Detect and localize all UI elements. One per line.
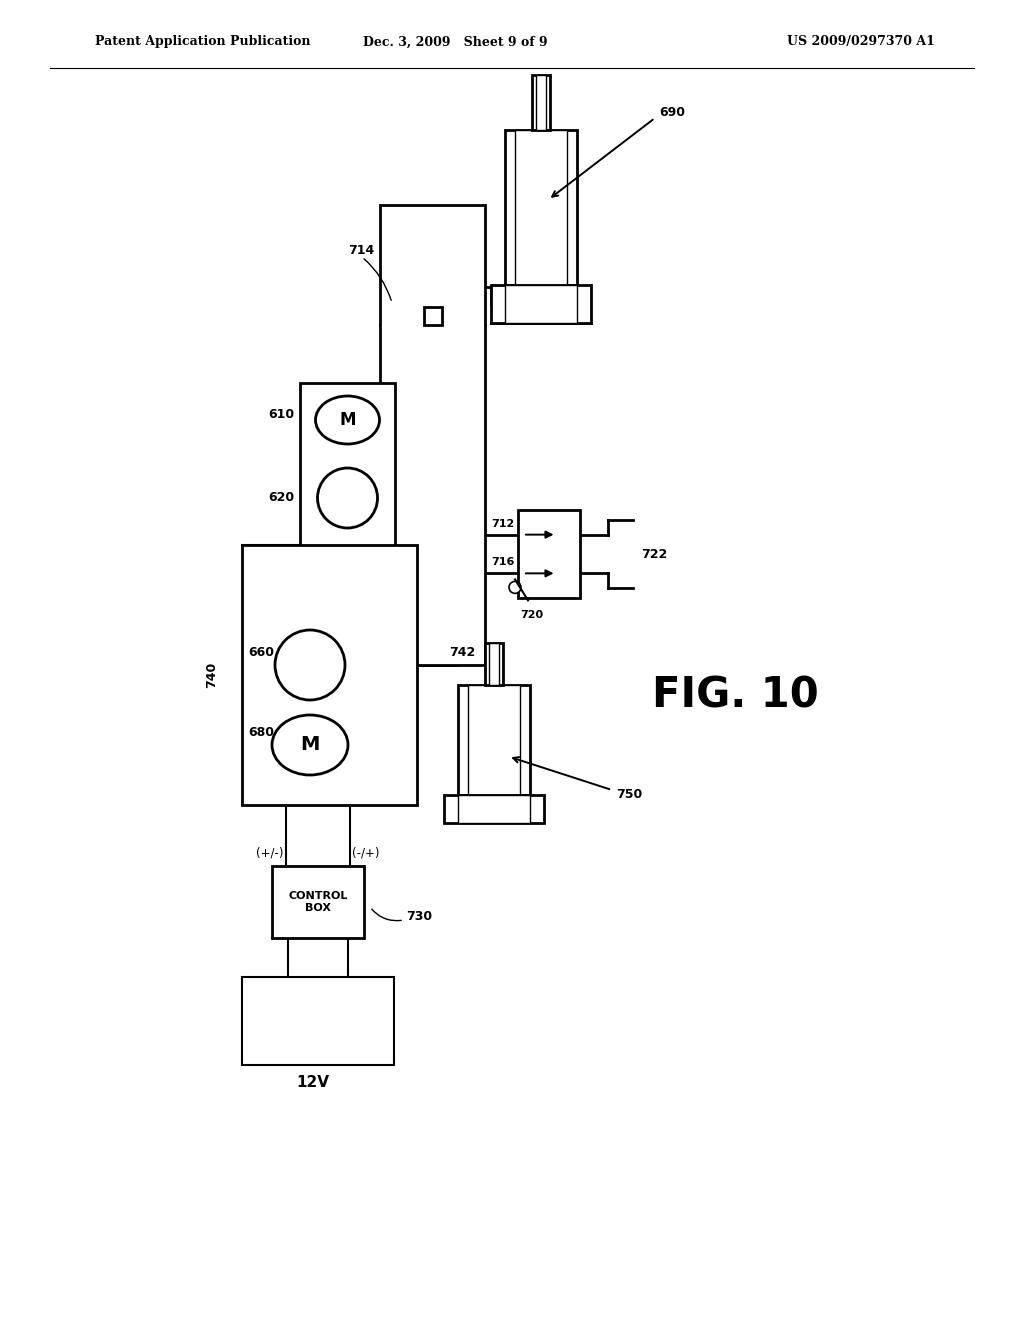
Text: 12V: 12V xyxy=(297,1074,330,1090)
Ellipse shape xyxy=(272,715,348,775)
Text: 620: 620 xyxy=(268,491,294,504)
Text: 680: 680 xyxy=(248,726,274,739)
Text: 714: 714 xyxy=(348,243,374,256)
Bar xyxy=(272,866,364,939)
Text: 750: 750 xyxy=(616,788,642,801)
Text: 660: 660 xyxy=(248,645,274,659)
Bar xyxy=(300,383,395,565)
Text: Patent Application Publication: Patent Application Publication xyxy=(95,36,310,49)
Bar xyxy=(505,285,577,323)
Text: 716: 716 xyxy=(490,557,514,568)
Bar xyxy=(515,129,567,285)
Text: 730: 730 xyxy=(406,911,432,924)
Bar xyxy=(242,545,417,805)
Bar xyxy=(458,795,530,822)
Text: 690: 690 xyxy=(659,106,685,119)
Text: 712: 712 xyxy=(490,519,514,528)
Bar xyxy=(468,685,520,795)
Text: CONTROL
BOX: CONTROL BOX xyxy=(289,891,348,913)
Bar xyxy=(490,285,591,323)
Bar xyxy=(489,643,499,685)
Text: 740: 740 xyxy=(206,661,218,688)
Bar xyxy=(242,977,394,1065)
Circle shape xyxy=(317,469,378,528)
Bar xyxy=(518,510,580,598)
Text: (+/-): (+/-) xyxy=(256,847,284,861)
Ellipse shape xyxy=(315,396,380,444)
Text: Dec. 3, 2009   Sheet 9 of 9: Dec. 3, 2009 Sheet 9 of 9 xyxy=(362,36,547,49)
Bar xyxy=(380,205,485,665)
Text: 610: 610 xyxy=(268,408,294,421)
Text: 742: 742 xyxy=(449,645,475,659)
Bar xyxy=(444,795,544,822)
Bar xyxy=(536,75,546,129)
Text: 710: 710 xyxy=(345,422,358,447)
Bar xyxy=(485,643,503,685)
Text: FIG. 10: FIG. 10 xyxy=(651,675,818,715)
Text: M: M xyxy=(300,735,319,755)
Bar xyxy=(505,129,577,285)
Bar xyxy=(424,308,441,325)
Text: 722: 722 xyxy=(641,548,668,561)
Circle shape xyxy=(275,630,345,700)
Text: (-/+): (-/+) xyxy=(352,847,380,861)
Circle shape xyxy=(509,581,521,594)
Text: 720: 720 xyxy=(520,610,543,620)
Text: US 2009/0297370 A1: US 2009/0297370 A1 xyxy=(787,36,935,49)
Text: M: M xyxy=(339,411,355,429)
Bar xyxy=(458,685,530,795)
Bar xyxy=(532,75,550,129)
